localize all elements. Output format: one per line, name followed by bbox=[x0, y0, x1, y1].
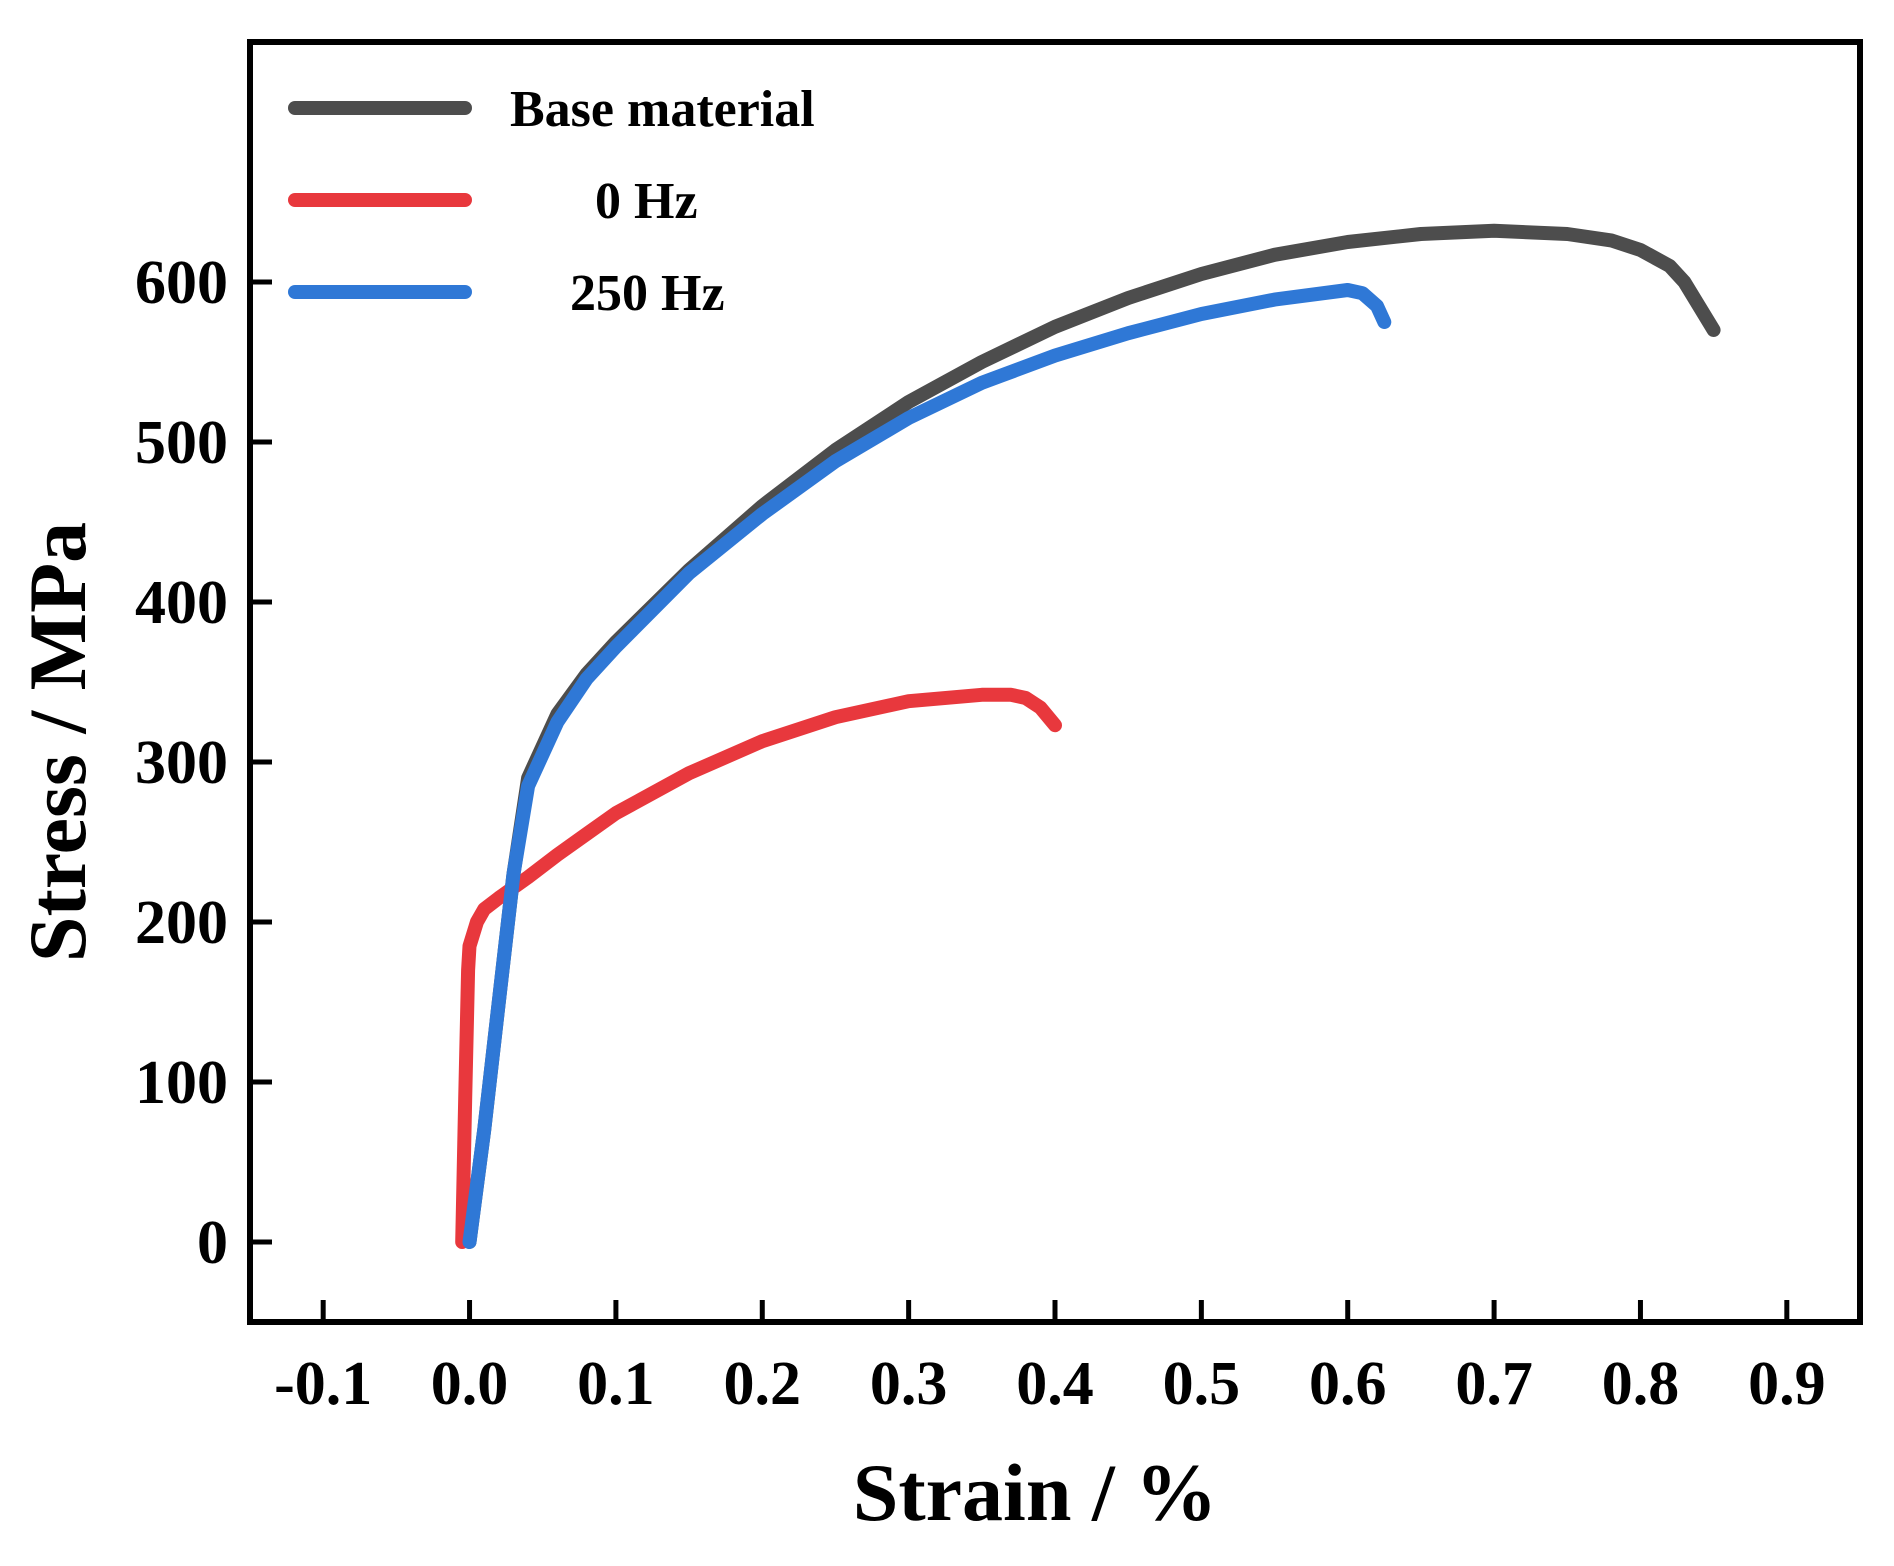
y-tick-label: 300 bbox=[135, 729, 228, 797]
legend-label: 0 Hz bbox=[595, 173, 698, 230]
y-tick-label: 600 bbox=[135, 249, 228, 317]
legend-label: 250 Hz bbox=[570, 265, 725, 322]
series-line-0 bbox=[462, 223, 1721, 1249]
y-tick-label: 200 bbox=[135, 889, 228, 957]
y-tick-label: 0 bbox=[197, 1209, 228, 1277]
plot-area-frame bbox=[247, 39, 1863, 1325]
x-tick-label: 0.6 bbox=[1309, 1350, 1387, 1418]
y-tick-label: 400 bbox=[135, 569, 228, 637]
y-tick-label: 500 bbox=[135, 409, 228, 477]
legend: Base material 0 Hz 250 Hz bbox=[288, 81, 815, 322]
x-tick-label: 0.4 bbox=[1016, 1350, 1094, 1418]
x-tick-label: 0.0 bbox=[431, 1350, 509, 1418]
x-tick-label: 0.7 bbox=[1455, 1350, 1533, 1418]
legend-label: Base material bbox=[510, 81, 815, 138]
y-axis-ticks: 0 100 200 300 400 500 600 bbox=[135, 249, 272, 1277]
x-axis-ticks: -0.1 0.0 0.1 0.2 0.3 0.4 0.5 0.6 0.7 0.8 0.9 bbox=[274, 1300, 1826, 1418]
x-tick-label: 0.2 bbox=[724, 1350, 802, 1418]
x-tick-label: 0.8 bbox=[1602, 1350, 1680, 1418]
x-tick-label: -0.1 bbox=[274, 1350, 372, 1418]
x-tick-label: 0.9 bbox=[1748, 1350, 1826, 1418]
series-line-1 bbox=[455, 687, 1062, 1249]
series-layer bbox=[455, 223, 1721, 1249]
series-line-2 bbox=[462, 283, 1392, 1249]
x-tick-label: 0.5 bbox=[1163, 1350, 1241, 1418]
y-axis-title: Stress / MPa bbox=[12, 522, 103, 962]
y-tick-label: 100 bbox=[135, 1049, 228, 1117]
x-axis-title: Strain / % bbox=[853, 1447, 1217, 1538]
x-tick-label: 0.3 bbox=[870, 1350, 948, 1418]
x-tick-label: 0.1 bbox=[577, 1350, 655, 1418]
